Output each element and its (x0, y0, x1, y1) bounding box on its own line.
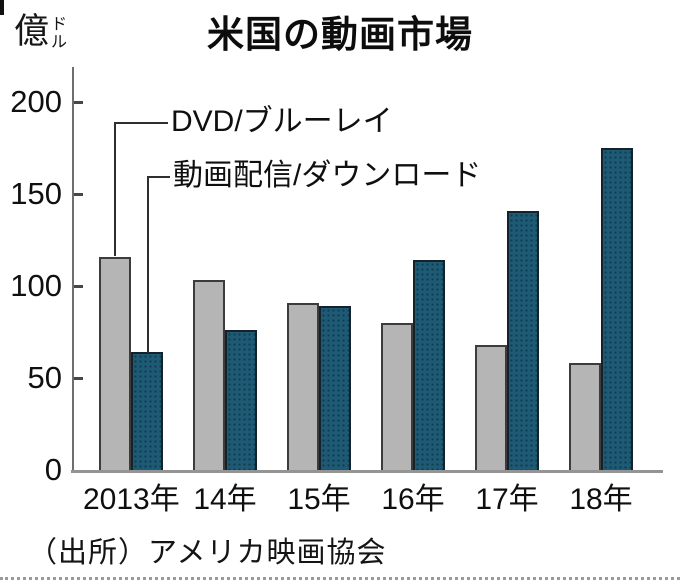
x-axis-label-16年: 16年 (381, 483, 445, 516)
bar-streaming-2013年 (131, 352, 163, 470)
y-axis-unit: 億 ド ル (14, 14, 67, 53)
y-tick-label-150: 150 (10, 176, 62, 211)
legend-label-dvd: DVD/ブルーレイ (171, 105, 393, 138)
legend-label-streaming: 動画配信/ダウンロード (173, 159, 482, 192)
callout-line-dvd-vertical (114, 122, 116, 256)
y-tick-mark-200 (74, 101, 83, 104)
bar-dvd-15年 (287, 303, 319, 470)
callout-line-dvd-horizontal (114, 122, 168, 124)
y-tick-label-200: 200 (10, 84, 62, 119)
bar-dvd-16年 (381, 323, 413, 470)
x-axis-label-18年: 18年 (569, 483, 633, 516)
x-axis-line (71, 470, 663, 473)
y-axis-unit-small: ド ル (51, 16, 67, 53)
bar-dvd-2013年 (99, 257, 131, 470)
y-tick-mark-50 (74, 377, 83, 380)
y-tick-mark-100 (74, 285, 83, 288)
scan-artifact (0, 0, 4, 15)
callout-line-streaming-vertical (147, 176, 149, 353)
y-tick-mark-150 (74, 193, 83, 196)
y-tick-label-50: 50 (27, 360, 62, 395)
bar-streaming-15年 (319, 306, 351, 470)
x-axis-label-14年: 14年 (193, 483, 257, 516)
x-axis-label-17年: 17年 (475, 483, 539, 516)
y-tick-label-100: 100 (10, 268, 62, 303)
bottom-divider (0, 577, 680, 580)
y-tick-label-0: 0 (44, 452, 62, 487)
y-axis-unit-small-bottom: ル (51, 34, 68, 52)
callout-line-streaming-horizontal (147, 176, 170, 178)
bar-streaming-14年 (225, 330, 257, 470)
bar-dvd-18年 (569, 363, 601, 470)
y-axis-line (72, 67, 74, 472)
page-title: 米国の動画市場 (207, 14, 473, 55)
bar-streaming-17年 (507, 211, 539, 470)
bar-streaming-18年 (601, 148, 633, 470)
y-axis-unit-kanji: 億 (14, 12, 50, 51)
bar-dvd-14年 (193, 280, 225, 470)
x-axis-label-15年: 15年 (287, 483, 351, 516)
y-axis-unit-small-top: ド (51, 16, 68, 33)
bar-dvd-17年 (475, 345, 507, 470)
bar-streaming-16年 (413, 260, 445, 470)
source-note: （出所）アメリカ映画協会 (28, 537, 387, 569)
x-axis-label-2013年: 2013年 (83, 483, 180, 516)
